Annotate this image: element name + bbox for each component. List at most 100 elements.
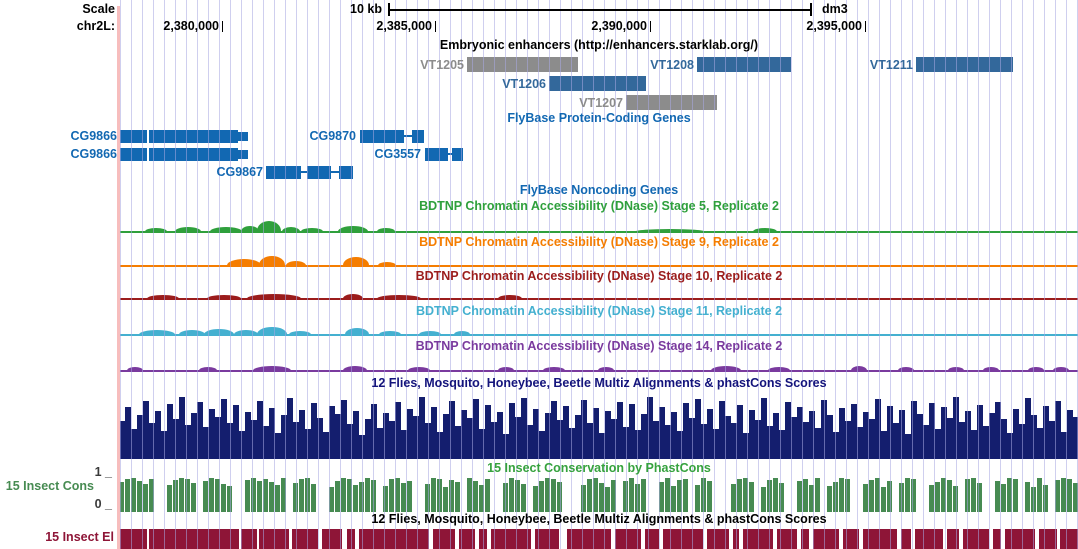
phastcons-bar <box>263 479 268 512</box>
gene-exon[interactable] <box>266 166 301 179</box>
dnase-stage9-track-title[interactable]: BDTNP Chromatin Accessibility (DNase) St… <box>419 235 779 249</box>
gene-intron-line <box>448 153 452 155</box>
elements-track-label[interactable]: 15 Insect El <box>45 530 114 544</box>
phastcons-bar <box>191 483 196 512</box>
enhancer-label[interactable]: VT1207 <box>579 96 623 110</box>
gene-exon[interactable] <box>425 148 448 161</box>
wiggle-bump <box>498 367 514 371</box>
gene-exon[interactable] <box>307 166 331 179</box>
phastcons-bar <box>833 482 838 512</box>
phastcons-bar <box>845 479 850 512</box>
phastcons-bar <box>449 480 454 512</box>
enhancer-bar-vt1206[interactable] <box>549 76 646 91</box>
phastcons-bar <box>335 481 340 512</box>
gene-exon[interactable] <box>120 130 147 143</box>
enhancer-bar-vt1205[interactable] <box>467 57 578 72</box>
wiggle-bump <box>282 227 300 232</box>
enhancer-bar-vt1211[interactable] <box>916 57 1013 72</box>
enhancer-bar-vt1207[interactable] <box>626 95 717 110</box>
phastcons-track[interactable] <box>119 476 1078 512</box>
phastcons-bar <box>1031 487 1036 512</box>
noncoding-genes-track-title[interactable]: FlyBase Noncoding Genes <box>519 183 679 197</box>
dnase-stage10-track-title[interactable]: BDTNP Chromatin Accessibility (DNase) St… <box>415 269 783 283</box>
phastcons-bar <box>407 481 412 512</box>
dnase-stage11-track-title[interactable]: BDTNP Chromatin Accessibility (DNase) St… <box>415 304 783 318</box>
wiggle-bump <box>851 366 867 371</box>
gene-label[interactable]: CG9870 <box>309 129 356 143</box>
phastcons-bar <box>359 482 364 512</box>
phastcons-bar <box>137 481 142 512</box>
phastcons-bar <box>605 487 610 512</box>
wiggle-bump <box>378 262 396 266</box>
gene-exon[interactable] <box>412 130 424 143</box>
gene-utr[interactable] <box>238 132 248 141</box>
ruler-tick-label: 2,385,000 <box>376 19 432 33</box>
phastcons-bar <box>203 481 208 512</box>
phastcons-bar <box>1043 485 1048 512</box>
elements-track[interactable] <box>119 529 1078 549</box>
phastcons-bar <box>521 484 526 512</box>
phastcons-track-label[interactable]: 15 Insect Cons <box>5 479 94 493</box>
gene-label[interactable]: CG3557 <box>374 147 421 161</box>
element-block <box>645 529 659 549</box>
gene-exon[interactable] <box>452 148 463 161</box>
element-block <box>433 529 455 549</box>
enhancer-bar-vt1208[interactable] <box>697 57 791 72</box>
phastcons-bar <box>347 479 352 512</box>
enhancer-label[interactable]: VT1211 <box>869 58 913 72</box>
gene-utr[interactable] <box>238 150 248 159</box>
wiggle-bump <box>983 367 999 371</box>
enhancer-label[interactable]: VT1206 <box>502 77 546 91</box>
phastcons-bar <box>221 484 226 512</box>
enhancer-track-title[interactable]: Embryonic enhancers (http://enhancers.st… <box>439 38 759 52</box>
gene-label[interactable]: CG9866 <box>70 147 117 161</box>
coding-genes-track-title[interactable]: FlyBase Protein-Coding Genes <box>507 111 691 125</box>
conservation-track[interactable] <box>119 393 1078 459</box>
element-block <box>993 529 1001 549</box>
enhancer-label[interactable]: VT1205 <box>420 58 464 72</box>
scale-bar-label: 10 kb <box>350 2 382 16</box>
wiggle-bump <box>139 330 175 335</box>
gene-exon[interactable] <box>360 130 404 143</box>
gene-label[interactable]: CG9866 <box>70 129 117 143</box>
phastcons-bar <box>551 479 556 512</box>
phastcons-bar <box>707 481 712 512</box>
phastcons-bar <box>899 483 904 512</box>
phastcons-bar <box>695 485 700 512</box>
phastcons-bar <box>131 478 136 512</box>
phastcons-bar <box>395 478 400 512</box>
multiz-elements-track-title[interactable]: 12 Flies, Mosquito, Honeybee, Beetle Mul… <box>371 512 827 526</box>
phastcons-bar <box>947 480 952 512</box>
phastcons-bar <box>269 482 274 512</box>
element-block <box>567 529 611 549</box>
phastcons-bar <box>173 480 178 512</box>
gene-exon[interactable] <box>149 130 238 143</box>
gene-label[interactable]: CG9867 <box>216 165 263 179</box>
gene-exon[interactable] <box>120 148 147 161</box>
gene-exon[interactable] <box>339 166 353 179</box>
multiz-track-title[interactable]: 12 Flies, Mosquito, Honeybee, Beetle Mul… <box>371 376 827 390</box>
phastcons-bar <box>425 484 430 512</box>
phastcons-bar <box>701 478 706 512</box>
gene-exon[interactable] <box>149 148 238 161</box>
wiggle-bump <box>419 331 441 335</box>
wiggle-bump <box>343 366 367 371</box>
wiggle-bump <box>948 367 964 371</box>
dnase-stage14-track-title[interactable]: BDTNP Chromatin Accessibility (DNase) St… <box>415 339 783 353</box>
phastcons-track-title[interactable]: 15 Insect Conservation by PhastCons <box>487 461 711 475</box>
phastcons-bar <box>995 481 1000 512</box>
element-block <box>733 529 739 549</box>
ruler-tick-label: 2,395,000 <box>806 19 862 33</box>
phastcons-axis-min: 0 _ <box>94 497 112 511</box>
wiggle-bump <box>898 367 914 371</box>
phastcons-bar <box>1055 480 1060 512</box>
phastcons-bar <box>941 478 946 512</box>
element-block <box>663 529 703 549</box>
element-block <box>813 529 839 549</box>
enhancer-label[interactable]: VT1208 <box>650 58 694 72</box>
phastcons-bar <box>365 478 370 512</box>
chrom-label: chr2L: <box>76 19 115 33</box>
wiggle-bump <box>204 329 234 335</box>
dnase-stage5-track-title[interactable]: BDTNP Chromatin Accessibility (DNase) St… <box>419 199 779 213</box>
element-block <box>322 529 342 549</box>
